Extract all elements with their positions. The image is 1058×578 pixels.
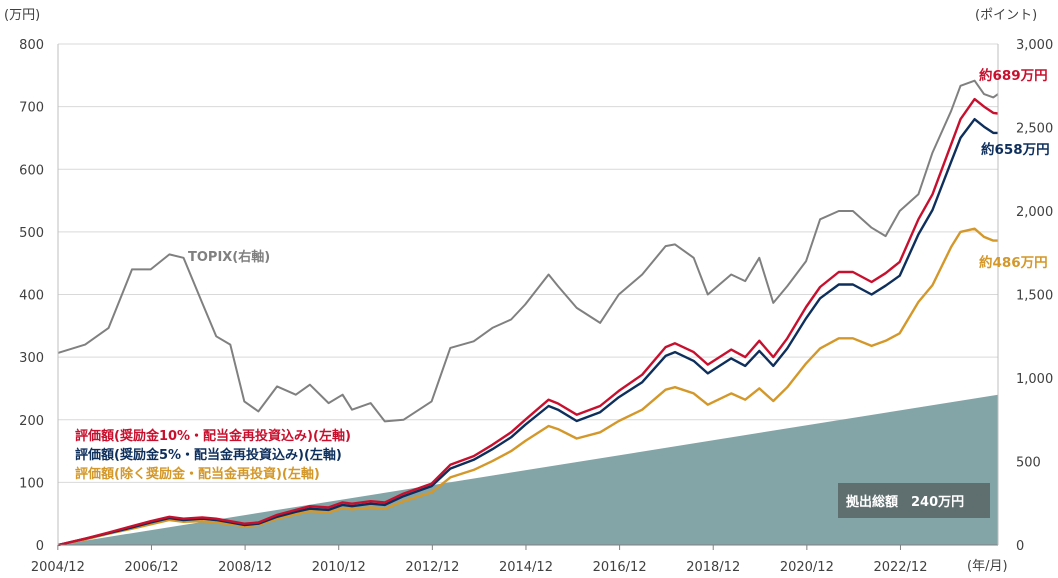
left-tick-label: 300: [19, 351, 44, 366]
right-tick-label: 0: [1016, 539, 1024, 554]
series-line-s0: [57, 227, 998, 547]
left-axis-unit: (万円): [4, 8, 40, 23]
left-tick-label: 200: [19, 414, 44, 429]
x-tick-label: 2004/12: [31, 560, 85, 575]
left-tick-label: 500: [19, 226, 44, 241]
x-tick-label: 2016/12: [593, 560, 647, 575]
contribution-label-box: [838, 483, 990, 518]
left-tick-label: 400: [19, 289, 44, 304]
right-tick-label: 3,000: [1016, 38, 1053, 53]
x-tick-label: 2006/12: [124, 560, 178, 575]
right-tick-label: 2,500: [1016, 122, 1053, 137]
topix-label: TOPIX(右軸): [188, 249, 270, 265]
x-tick-label: 2022/12: [873, 560, 927, 575]
x-tick-label: 2008/12: [218, 560, 272, 575]
contribution-label: 拠出総額 240万円: [846, 494, 964, 510]
left-tick-label: 0: [36, 539, 44, 554]
right-tick-label: 500: [1016, 456, 1041, 471]
axes: 800 700 600 500 400 300 200 100 0 3,000 2,500 2,000…: [19, 38, 1053, 575]
x-tick-label: 2020/12: [780, 560, 834, 575]
x-tick-label: 2018/12: [686, 560, 740, 575]
series-line-topix: [57, 79, 999, 423]
left-tick-label: 700: [19, 101, 44, 116]
s0-end-label: 約486万円: [979, 254, 1048, 271]
s10-legend-label: 評価額(奨励金10%・配当金再投資込み)(左軸): [75, 428, 351, 444]
left-tick-label: 600: [19, 163, 44, 178]
s10-end-label: 約689万円: [979, 67, 1048, 84]
left-tick-label: 100: [19, 476, 44, 491]
contribution-area: [58, 394, 998, 545]
x-tick-label: 2014/12: [499, 560, 553, 575]
x-tick-label: 2010/12: [312, 560, 366, 575]
contribution-area-layer: [58, 394, 998, 545]
series-line-s10: [57, 97, 999, 547]
series-lines: [57, 79, 999, 547]
right-tick-label: 1,000: [1016, 372, 1053, 387]
x-axis-unit: (年/月): [967, 559, 1008, 574]
s5-legend-label: 評価額(奨励金5%・配当金再投資込み)(左軸): [75, 447, 342, 463]
series-line-s5: [57, 117, 998, 547]
right-tick-label: 2,000: [1016, 205, 1053, 220]
right-tick-label: 1,500: [1016, 289, 1053, 304]
gridlines: [58, 43, 998, 483]
right-axis-unit: (ポイント): [975, 8, 1037, 23]
s5-end-label: 約658万円: [981, 141, 1050, 158]
left-tick-label: 800: [19, 38, 44, 53]
s0-legend-label: 評価額(除く奨励金・配当金再投資)(左軸): [75, 466, 320, 482]
x-tick-label: 2012/12: [405, 560, 459, 575]
